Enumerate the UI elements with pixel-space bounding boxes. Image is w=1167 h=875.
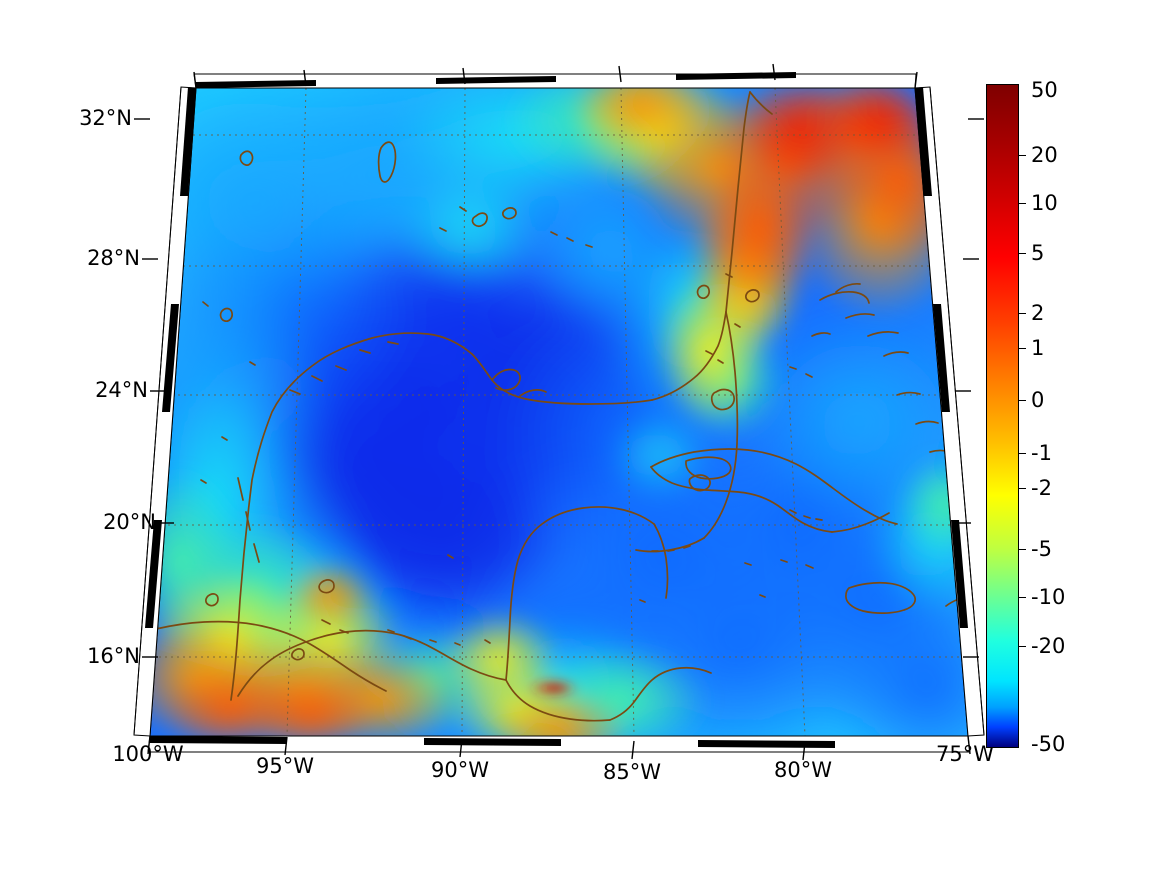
colorbar-tick-m1: [1019, 453, 1026, 454]
colorbar-label-10: 10: [1031, 191, 1058, 215]
colorbar-gradient[interactable]: [986, 84, 1019, 748]
colorbar-label-m10: -10: [1031, 585, 1066, 609]
colorbar-label-50: 50: [1031, 78, 1058, 102]
colorbar-label-m2: -2: [1031, 476, 1052, 500]
colorbar-tick-m20: [1019, 646, 1026, 647]
lon-tick-label-85w: 85°W: [603, 760, 661, 784]
colorbar-label-1: 1: [1031, 336, 1045, 360]
lat-tick-label-32n: 32°N: [79, 106, 132, 130]
lon-tick-label-100w: 100°W: [112, 742, 184, 766]
colorbar-label-0: 0: [1031, 388, 1045, 412]
colorbar-label-2: 2: [1031, 301, 1045, 325]
coastlines: [151, 91, 968, 722]
lat-tick-marks: [134, 118, 174, 658]
colorbar[interactable]: 50 20 10 5 2 1 0 -1 -2 -5 -10 -20 -50: [986, 78, 1065, 756]
graticule: [153, 88, 965, 736]
colorbar-tick-1: [1019, 348, 1026, 349]
colorbar-tick-m10: [1019, 597, 1026, 598]
colorbar-label-5: 5: [1031, 241, 1045, 265]
colorbar-tick-2: [1019, 313, 1026, 314]
colorbar-label-20: 20: [1031, 143, 1058, 167]
colorbar-tick-10: [1019, 203, 1026, 204]
colorbar-label-m50: -50: [1031, 732, 1066, 756]
lon-tick-label-95w: 95°W: [256, 754, 314, 778]
lon-tick-label-75w: 75°W: [936, 742, 994, 766]
scalar-field-raster: [150, 88, 968, 736]
lon-tick-label-80w: 80°W: [774, 758, 832, 782]
colorbar-label-m5: -5: [1031, 537, 1052, 561]
colorbar-tick-5: [1019, 253, 1026, 254]
colorbar-label-m1: -1: [1031, 441, 1052, 465]
lat-tick-label-28n: 28°N: [87, 246, 140, 270]
lon-tick-label-90w: 90°W: [431, 758, 489, 782]
colorbar-tick-20: [1019, 155, 1026, 156]
lat-tick-label-24n: 24°N: [95, 378, 148, 402]
colorbar-tick-0: [1019, 400, 1026, 401]
colorbar-label-m20: -20: [1031, 634, 1066, 658]
lon-tick-marks: [147, 735, 971, 761]
lat-tick-label-20n: 20°N: [103, 510, 156, 534]
colorbar-tick-m2: [1019, 488, 1026, 489]
lat-tick-label-16n: 16°N: [87, 644, 140, 668]
map-frame: [133, 63, 985, 761]
colorbar-tick-m5: [1019, 549, 1026, 550]
